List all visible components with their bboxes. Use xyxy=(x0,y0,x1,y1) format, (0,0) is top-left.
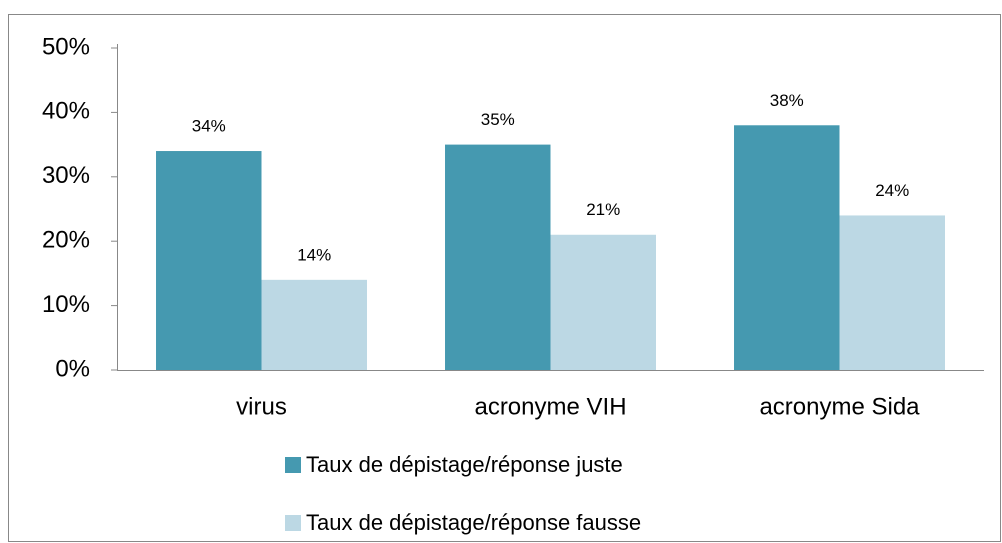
y-tick-label: 30% xyxy=(42,162,90,189)
y-tick-label: 10% xyxy=(42,291,90,318)
y-tick-label: 40% xyxy=(42,98,90,125)
legend-swatch xyxy=(285,457,301,473)
data-label: 24% xyxy=(875,181,909,200)
bar xyxy=(156,151,262,370)
bar xyxy=(550,234,656,370)
bar xyxy=(445,144,551,370)
y-tick-label: 20% xyxy=(42,227,90,254)
legend-label: Taux de dépistage/réponse juste xyxy=(306,452,623,477)
y-tick-label: 50% xyxy=(42,33,90,60)
data-label: 21% xyxy=(586,200,620,219)
y-tick-label: 0% xyxy=(55,355,90,382)
legend-label: Taux de dépistage/réponse fausse xyxy=(306,510,641,535)
x-tick-label: acronyme Sida xyxy=(759,393,920,420)
bar xyxy=(261,279,367,370)
bar xyxy=(839,215,945,370)
data-label: 34% xyxy=(192,117,226,136)
x-tick-label: acronyme VIH xyxy=(474,393,626,420)
data-label: 14% xyxy=(297,245,331,264)
data-label: 35% xyxy=(481,110,515,129)
x-tick-label: virus xyxy=(236,393,287,420)
data-label: 38% xyxy=(770,91,804,110)
bar xyxy=(734,125,840,370)
legend-swatch xyxy=(285,515,301,531)
